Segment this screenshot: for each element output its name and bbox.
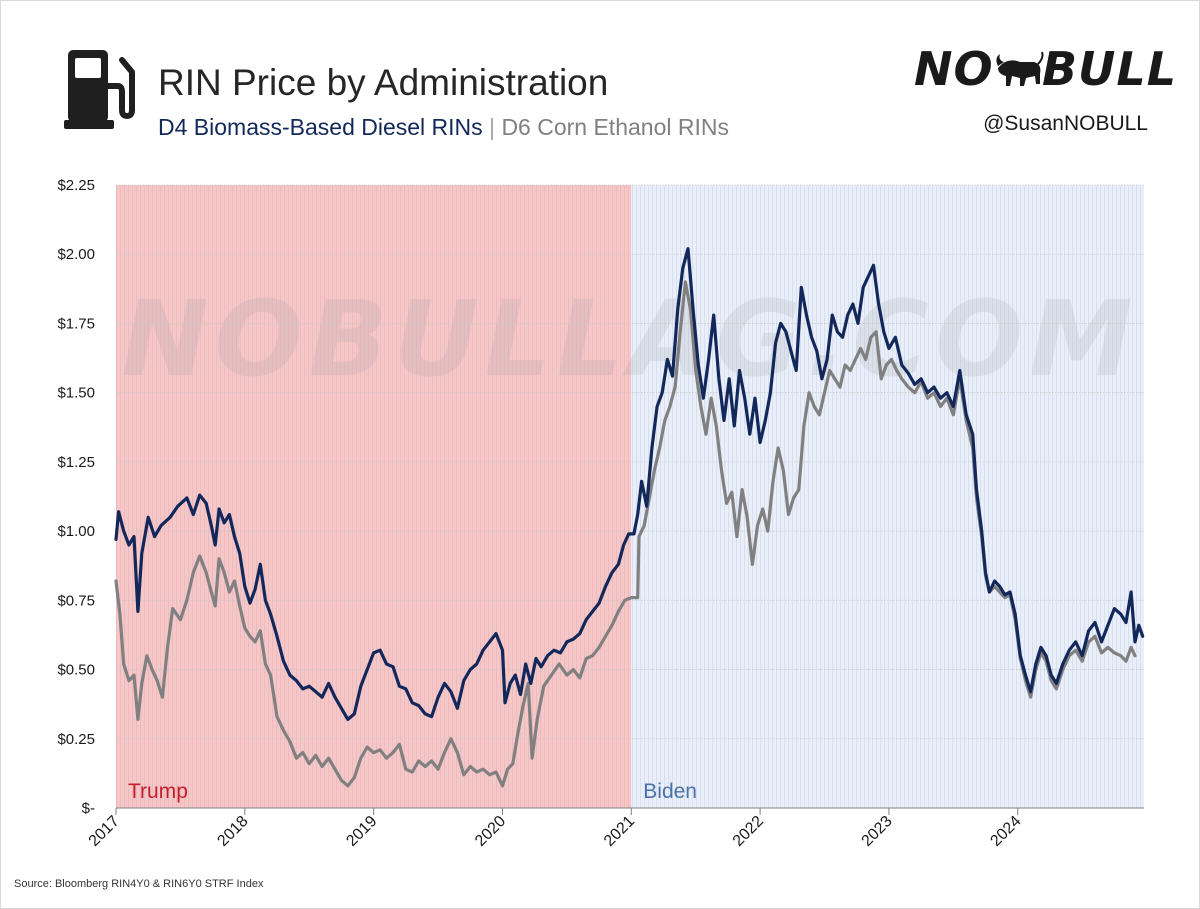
x-tick-label: 2020	[472, 813, 509, 850]
watermark: NOBULLAG.COM	[121, 278, 1138, 400]
logo-text-left: NO	[914, 42, 994, 96]
y-tick-label: $2.25	[57, 177, 95, 194]
x-tick-label: 2017	[86, 813, 123, 850]
series-d4-line	[114, 247, 1145, 721]
subtitle-d6: D6 Corn Ethanol RINs	[501, 114, 729, 140]
region-label-biden: Biden	[643, 780, 697, 803]
x-tick-label: 2022	[730, 813, 767, 850]
y-tick-label: $1.00	[57, 523, 95, 540]
bull-icon	[996, 51, 1044, 86]
region-label-trump: Trump	[128, 780, 188, 803]
rin-price-chart: Trump Biden NOBULLAG.COM $- $0.25 $0.50 $0.75 $…	[57, 177, 1145, 850]
region-biden	[631, 185, 1144, 808]
y-tick-label: $1.50	[57, 385, 95, 402]
logo-text-right: BULL	[1042, 42, 1178, 96]
series-d6-line	[114, 280, 1137, 788]
x-tick-label: 2019	[343, 813, 380, 850]
chart-subtitle: D4 Biomass-Based Diesel RINs | D6 Corn E…	[158, 114, 729, 141]
y-tick-label: $0.25	[57, 731, 95, 748]
x-tick-label: 2021	[601, 813, 638, 850]
y-tick-label: $-	[82, 800, 95, 817]
header: RIN Price by Administration D4 Biomass-B…	[0, 0, 1200, 170]
x-tick-label: 2018	[214, 813, 251, 850]
source-note: Source: Bloomberg RIN4Y0 & RIN6Y0 STRF I…	[14, 878, 264, 890]
y-tick-label: $1.25	[57, 454, 95, 471]
brand-logo: NO BULL	[914, 42, 1176, 104]
x-tick-label: 2023	[859, 813, 896, 850]
y-tick-label: $2.00	[57, 246, 95, 263]
chart-title: RIN Price by Administration	[158, 62, 609, 103]
y-tick-label: $0.50	[57, 662, 95, 679]
subtitle-d4: D4 Biomass-Based Diesel RINs	[158, 114, 483, 140]
subtitle-separator: |	[482, 114, 502, 140]
x-tick-label: 2024	[987, 813, 1024, 850]
y-tick-label: $1.75	[57, 315, 95, 332]
social-handle: @SusanNOBULL	[983, 112, 1148, 135]
fuel-pump-icon	[64, 50, 135, 129]
y-tick-label: $0.75	[57, 592, 95, 609]
